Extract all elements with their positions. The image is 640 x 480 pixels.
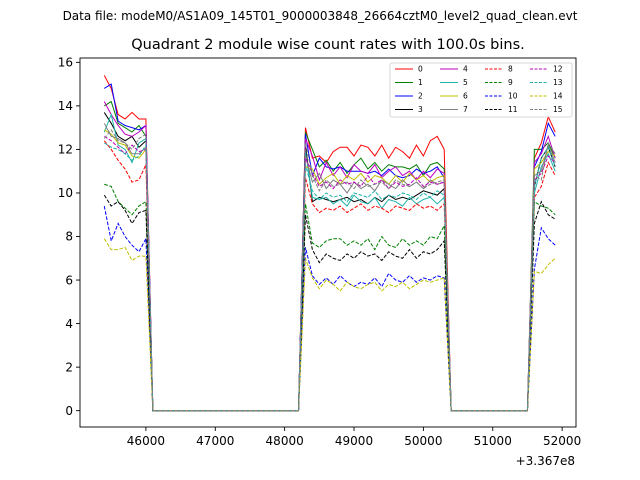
x-tick-label: 50000 <box>404 434 442 448</box>
legend-label-8: 8 <box>508 65 513 74</box>
plot-area <box>80 58 576 427</box>
legend-label-10: 10 <box>508 92 518 101</box>
legend-box <box>389 62 573 118</box>
x-tick-label: 52000 <box>543 434 581 448</box>
series-line-13 <box>104 142 556 412</box>
legend-label-2: 2 <box>418 92 423 101</box>
y-tick-label: 2 <box>65 360 73 374</box>
x-axis-offset-label: +3.367e8 <box>516 454 575 468</box>
legend-label-7: 7 <box>463 105 468 114</box>
y-tick-label: 12 <box>58 143 73 157</box>
chart-title: Quadrant 2 module wise count rates with … <box>131 37 525 53</box>
axes-layer: 46000 47000 48000 49000 50000 51000 52000 0 2 4 6 8… <box>58 56 582 448</box>
legend-label-6: 6 <box>463 92 468 101</box>
y-tick-label: 8 <box>65 230 73 244</box>
x-tick-label: 48000 <box>266 434 304 448</box>
x-tick-label: 46000 <box>127 434 165 448</box>
legend-label-13: 13 <box>553 78 563 87</box>
legend-label-9: 9 <box>508 78 513 87</box>
y-tick-label: 10 <box>58 186 73 200</box>
y-tick-label: 14 <box>58 99 73 113</box>
legend-label-3: 3 <box>418 105 423 114</box>
x-tick-label: 49000 <box>335 434 373 448</box>
legend-label-4: 4 <box>463 65 468 74</box>
y-tick-label: 4 <box>65 317 73 331</box>
axes-frame <box>79 57 577 428</box>
legend-label-11: 11 <box>508 105 518 114</box>
legend-label-12: 12 <box>553 65 563 74</box>
y-tick-label: 6 <box>65 273 73 287</box>
chart-suptitle: Data file: modeM0/AS1A09_145T01_90000038… <box>63 9 578 23</box>
legend-label-5: 5 <box>463 78 468 87</box>
x-tick-label: 51000 <box>474 434 512 448</box>
legend-label-1: 1 <box>418 78 423 87</box>
series-layer <box>103 75 556 412</box>
x-tick-label: 47000 <box>196 434 234 448</box>
series-line-15 <box>103 128 556 412</box>
y-tick-label: 0 <box>65 404 73 418</box>
legend-label-0: 0 <box>418 65 423 74</box>
y-tick-label: 16 <box>58 56 73 70</box>
legend-label-14: 14 <box>553 92 563 101</box>
legend-label-15: 15 <box>553 105 563 114</box>
plot-background <box>80 58 576 427</box>
